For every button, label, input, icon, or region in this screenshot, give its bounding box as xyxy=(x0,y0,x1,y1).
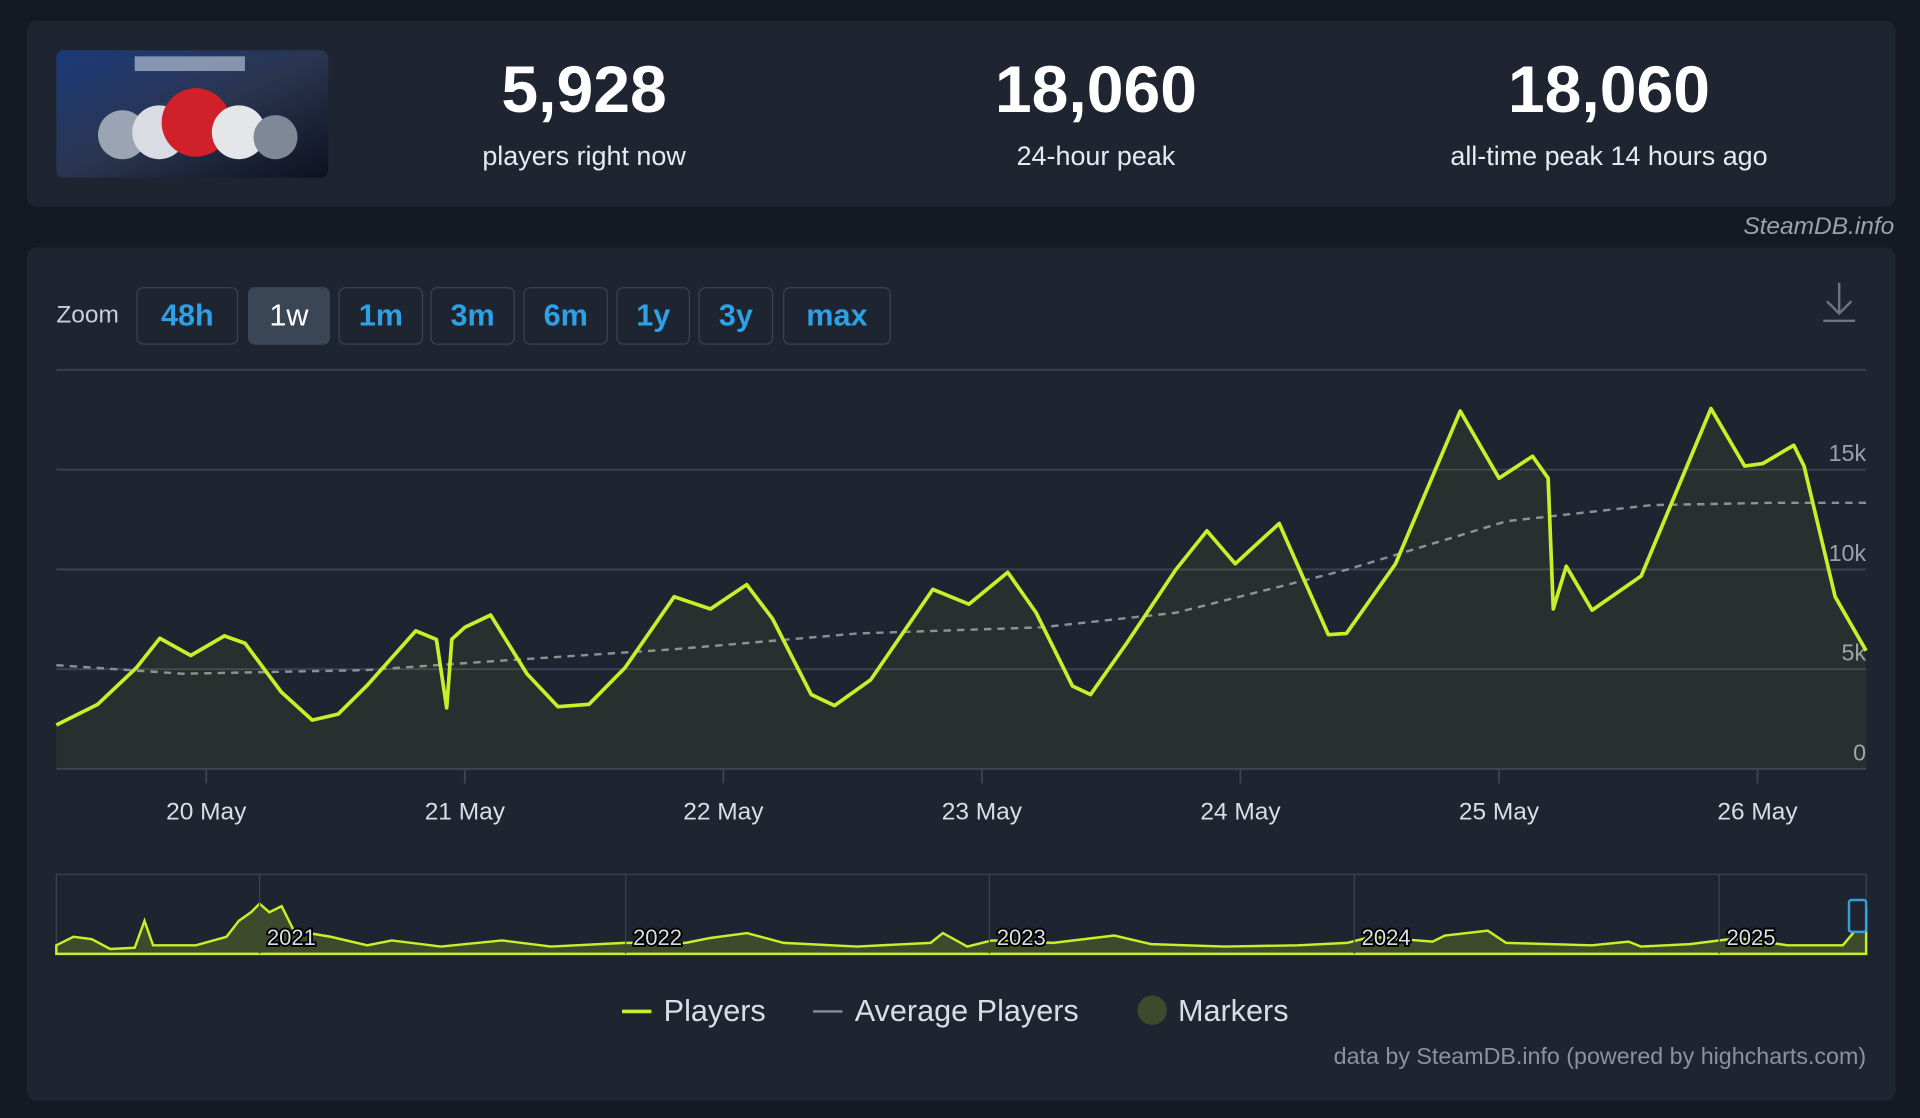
zoom-button-bg xyxy=(247,287,330,345)
navigator-label: 2022 xyxy=(633,925,682,950)
credit-link[interactable]: SteamDB.info xyxy=(1743,213,1894,240)
x-tick-label: 25 May xyxy=(1459,799,1540,826)
zoom-button-label: 1m xyxy=(359,298,403,332)
zoom-label: Zoom xyxy=(56,301,119,328)
zoom-button-label: 1w xyxy=(269,298,309,332)
x-tick-label: 22 May xyxy=(683,799,764,826)
stat-label: all-time peak 14 hours ago xyxy=(1450,141,1767,171)
stat-value: 18,060 xyxy=(995,53,1197,127)
players-area xyxy=(56,408,1867,769)
legend-label: Players xyxy=(664,994,766,1028)
zoom-button-bg xyxy=(136,287,239,345)
legend-swatch xyxy=(1137,995,1167,1025)
stat-value: 18,060 xyxy=(1508,53,1710,127)
zoom-button-label: max xyxy=(806,298,867,332)
zoom-button[interactable]: 6m xyxy=(523,287,608,345)
zoom-button[interactable]: 1m xyxy=(338,287,424,345)
x-tick-label: 26 May xyxy=(1717,799,1798,826)
zoom-button[interactable]: 1y xyxy=(616,287,690,345)
x-tick-label: 24 May xyxy=(1200,799,1281,826)
zoom-button-bg xyxy=(783,287,891,345)
legend-item[interactable]: Average Players xyxy=(813,994,1079,1028)
legend-item[interactable]: Markers xyxy=(1137,994,1289,1028)
players-line xyxy=(55,406,1868,727)
zoom-button[interactable]: 3m xyxy=(430,287,515,345)
navigator-label: 2021 xyxy=(267,925,316,950)
zoom-button-bg xyxy=(698,287,774,345)
zoom-button-label: 1y xyxy=(636,298,670,332)
game-banner xyxy=(56,50,329,178)
stats-panel xyxy=(26,20,1896,207)
stat-label: players right now xyxy=(482,141,686,171)
zoom-button-label: 6m xyxy=(544,298,588,332)
navigator xyxy=(55,873,1868,956)
zoom-button[interactable]: 1w xyxy=(247,287,330,345)
zoom-button-label: 48h xyxy=(161,298,214,332)
legend-label: Average Players xyxy=(855,994,1079,1028)
navigator-handle[interactable] xyxy=(1847,898,1868,934)
chart-credit: data by SteamDB.info (powered by highcha… xyxy=(1334,1043,1866,1069)
y-tick-label: 15k xyxy=(1829,440,1867,466)
stat-label: 24-hour peak xyxy=(1017,141,1176,171)
zoom-button[interactable]: max xyxy=(783,287,891,345)
zoom-button-bg xyxy=(430,287,515,345)
navigator-label: 2023 xyxy=(997,925,1046,950)
zoom-button-bg xyxy=(338,287,424,345)
zoom-button[interactable]: 3y xyxy=(698,287,774,345)
stat-value: 5,928 xyxy=(501,53,666,127)
x-tick-label: 23 May xyxy=(942,799,1023,826)
download-button[interactable] xyxy=(1823,282,1856,323)
y-tick-label: 10k xyxy=(1829,540,1867,566)
navigator-label: 2024 xyxy=(1362,925,1411,950)
zoom-button[interactable]: 48h xyxy=(136,287,239,345)
navigator-label: 2025 xyxy=(1727,925,1776,950)
legend-label: Markers xyxy=(1178,994,1289,1028)
legend-item[interactable]: Players xyxy=(622,994,766,1028)
zoom-button-bg xyxy=(616,287,690,345)
zoom-button-bg xyxy=(523,287,608,345)
x-tick-label: 21 May xyxy=(425,799,506,826)
zoom-button-label: 3y xyxy=(719,298,753,332)
y-tick-label: 0 xyxy=(1853,739,1866,765)
x-tick-label: 20 May xyxy=(166,799,247,826)
zoom-button-label: 3m xyxy=(451,298,495,332)
